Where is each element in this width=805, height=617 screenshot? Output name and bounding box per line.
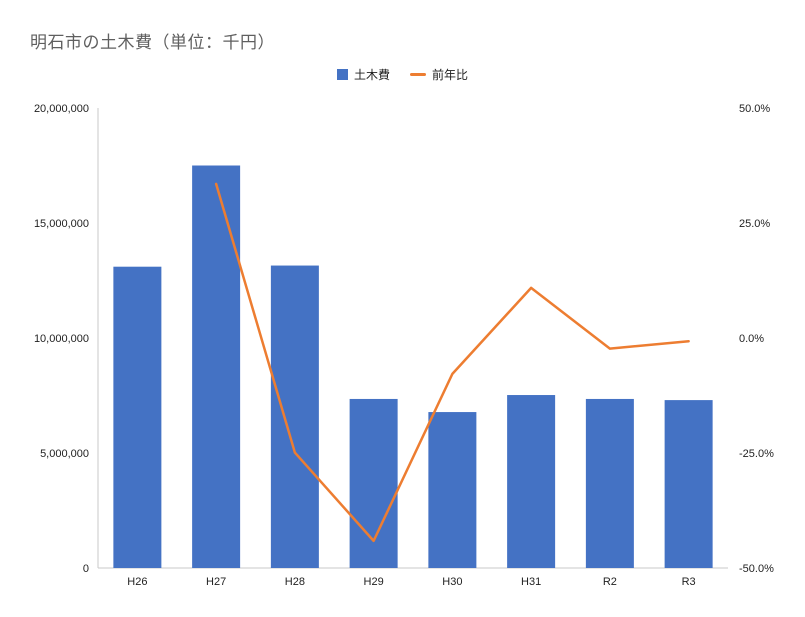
bar-series-swatch-icon: [336, 69, 348, 80]
bar-H27: [192, 165, 241, 568]
x-axis-category-label: H26: [127, 576, 147, 588]
x-axis-category-label: H27: [206, 576, 226, 588]
right-axis-tick-label: 25.0%: [739, 218, 770, 230]
legend-label-line-series: 前年比: [432, 68, 469, 82]
legend-item-line-series: 前年比: [410, 66, 468, 83]
x-axis-category-label: R2: [603, 576, 617, 588]
bar-H28: [270, 265, 319, 568]
bar-R3: [664, 400, 713, 568]
bar-R2: [585, 398, 634, 568]
right-axis-tick-label: 50.0%: [739, 103, 770, 115]
left-axis-tick-label: 5,000,000: [40, 448, 89, 460]
right-axis-tick-label: -50.0%: [739, 563, 774, 575]
x-axis-category-label: H28: [285, 576, 305, 588]
left-axis-tick-label: 20,000,000: [34, 103, 89, 115]
left-axis-tick-label: 10,000,000: [34, 333, 89, 345]
yoy-line-series: [214, 182, 690, 543]
bar-H29: [349, 398, 398, 568]
x-axis-category-label: H31: [521, 576, 541, 588]
legend-item-bar-series: 土木費: [336, 66, 390, 83]
right-axis-tick-label: 0.0%: [739, 333, 764, 345]
left-axis-tick-label: 15,000,000: [34, 218, 89, 230]
left-axis-tick-label: 0: [83, 563, 89, 575]
x-axis-category-label: H30: [442, 576, 462, 588]
x-axis-category-label: R3: [682, 576, 696, 588]
right-axis-tick-label: -25.0%: [739, 448, 774, 460]
bar-H31: [507, 395, 556, 568]
bar-H26: [113, 266, 162, 568]
bar-H30: [428, 412, 477, 568]
x-axis-category-label: H29: [364, 576, 384, 588]
chart-legend: 土木費 前年比: [0, 66, 805, 83]
chart-title: 明石市の土木費（単位：千円）: [30, 33, 275, 52]
legend-label-bar-series: 土木費: [353, 68, 390, 82]
line-series-swatch-icon: [410, 73, 426, 76]
